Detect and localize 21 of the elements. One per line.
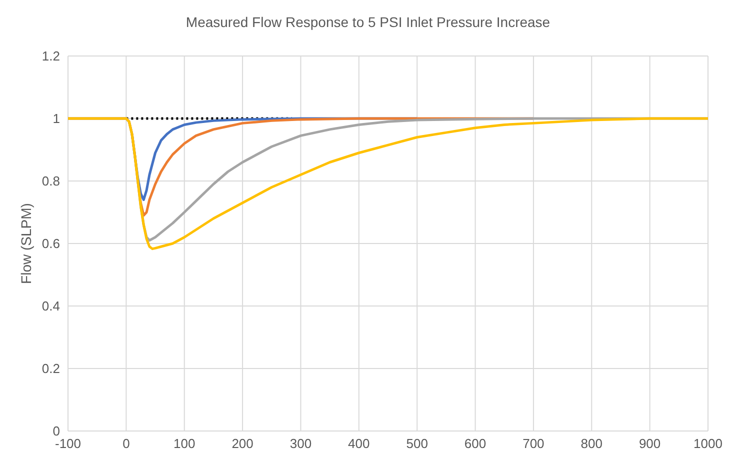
x-tick-label: 200	[232, 436, 254, 452]
x-tick-label: 500	[406, 436, 428, 452]
x-tick-label: 600	[464, 436, 486, 452]
x-tick-label: 1000	[694, 436, 722, 452]
y-axis-title: Flow (SLPM)	[18, 203, 34, 284]
y-tick-label: 0	[52, 424, 60, 439]
x-tick-label: -100	[54, 436, 82, 452]
x-tick-label: 800	[580, 436, 602, 452]
x-tick-label: 700	[522, 436, 544, 452]
y-tick-label: 1	[52, 111, 60, 126]
y-tick-label: 0.4	[42, 298, 60, 314]
y-tick-label: 0.2	[42, 361, 60, 376]
y-tick-label: 0.6	[42, 236, 60, 252]
x-tick-label: 300	[290, 436, 312, 452]
y-tick-label: 0.8	[42, 174, 60, 189]
x-tick-label: 0	[122, 436, 130, 452]
x-tick-label: 100	[174, 436, 196, 452]
y-tick-label: 1.2	[42, 48, 60, 64]
chart-title: Measured Flow Response to 5 PSI Inlet Pressure Increase	[184, 13, 552, 32]
x-tick-label: 900	[638, 436, 661, 452]
x-tick-label: 400	[348, 436, 370, 452]
